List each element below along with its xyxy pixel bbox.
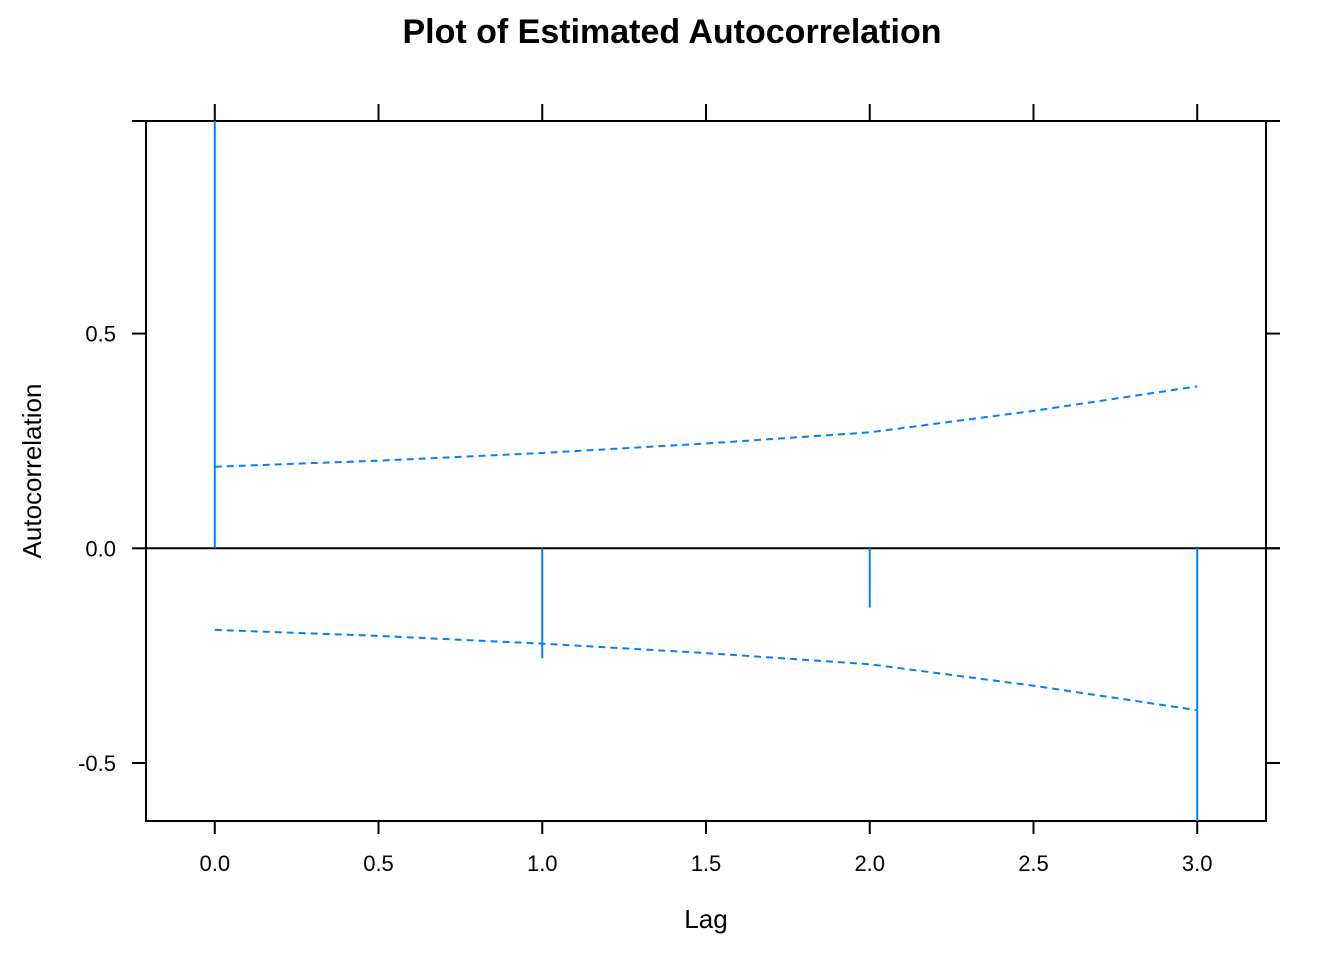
lower-bound-line <box>214 628 1198 712</box>
y-tick-label: 0.5 <box>85 322 116 347</box>
confidence-bounds <box>214 385 1198 712</box>
x-tick-label: 1.5 <box>691 851 722 876</box>
axis-ticks: 0.0 0.5 1.0 1.5 2.0 2.5 3.0 -0.5 0.0 0.5 <box>78 104 1280 876</box>
x-tick-label: 2.0 <box>854 851 885 876</box>
y-tick-label: 0.0 <box>85 536 116 561</box>
x-axis-label: Lag <box>684 904 727 934</box>
x-tick-label: 0.0 <box>199 851 230 876</box>
x-tick-label: 3.0 <box>1182 851 1213 876</box>
x-tick-label: 0.5 <box>363 851 394 876</box>
x-tick-label: 2.5 <box>1018 851 1049 876</box>
chart-title: Plot of Estimated Autocorrelation <box>402 13 941 51</box>
plot-frame <box>145 120 1267 822</box>
y-tick-label: -0.5 <box>78 751 116 776</box>
y-axis-label: Autocorrelation <box>17 384 47 559</box>
x-tick-label: 1.0 <box>527 851 558 876</box>
upper-bound-line <box>214 385 1198 468</box>
acf-spikes <box>213 121 1199 821</box>
